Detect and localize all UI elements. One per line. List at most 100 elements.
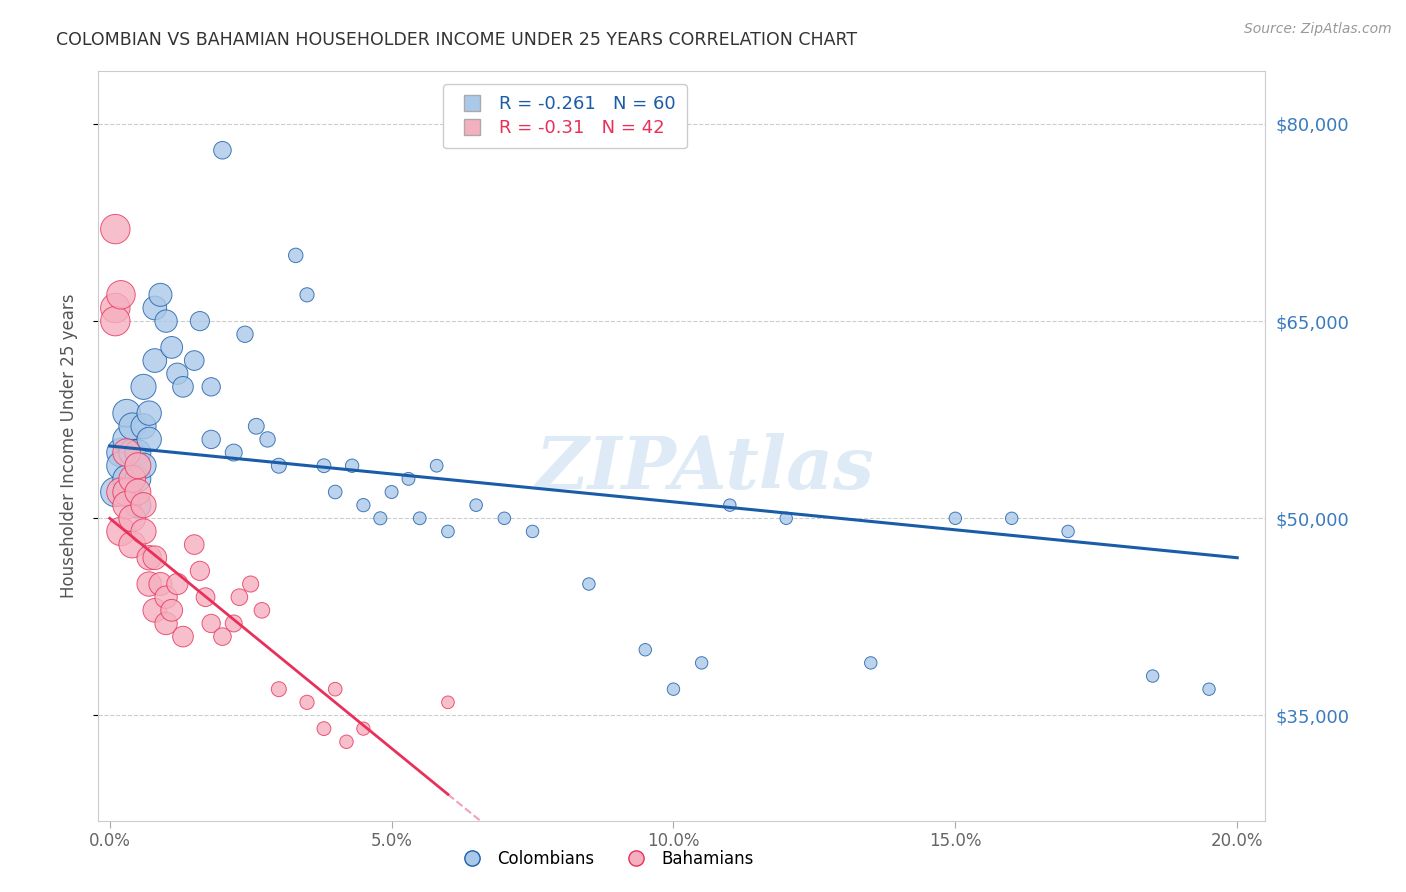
Point <box>943 511 966 525</box>
Point <box>1198 682 1220 697</box>
Point <box>121 511 143 525</box>
Legend: R = -0.261   N = 60, R = -0.31   N = 42: R = -0.261 N = 60, R = -0.31 N = 42 <box>443 84 688 148</box>
Point <box>104 222 127 236</box>
Point <box>183 538 205 552</box>
Point <box>115 485 138 500</box>
Point <box>110 524 132 539</box>
Point <box>634 642 657 657</box>
Point <box>138 433 160 447</box>
Point <box>104 314 127 328</box>
Point <box>172 630 194 644</box>
Point <box>662 682 685 697</box>
Point <box>166 577 188 591</box>
Point <box>522 524 544 539</box>
Text: COLOMBIAN VS BAHAMIAN HOUSEHOLDER INCOME UNDER 25 YEARS CORRELATION CHART: COLOMBIAN VS BAHAMIAN HOUSEHOLDER INCOME… <box>56 31 858 49</box>
Point <box>426 458 449 473</box>
Point <box>312 458 335 473</box>
Point <box>239 577 262 591</box>
Point <box>194 590 217 604</box>
Point <box>267 682 290 697</box>
Point <box>121 472 143 486</box>
Point <box>138 550 160 565</box>
Point <box>200 616 222 631</box>
Point <box>160 603 183 617</box>
Point <box>143 550 166 565</box>
Point <box>183 353 205 368</box>
Point <box>155 616 177 631</box>
Point <box>256 433 278 447</box>
Point <box>465 498 488 512</box>
Point <box>250 603 273 617</box>
Point <box>132 419 155 434</box>
Point <box>352 722 374 736</box>
Point <box>295 288 318 302</box>
Point <box>245 419 267 434</box>
Point <box>1001 511 1024 525</box>
Point <box>437 695 460 709</box>
Text: Source: ZipAtlas.com: Source: ZipAtlas.com <box>1244 22 1392 37</box>
Point <box>690 656 713 670</box>
Y-axis label: Householder Income Under 25 years: Householder Income Under 25 years <box>59 293 77 599</box>
Point <box>323 682 346 697</box>
Legend: Colombians, Bahamians: Colombians, Bahamians <box>449 844 761 875</box>
Point <box>110 288 132 302</box>
Point <box>110 485 132 500</box>
Point <box>149 577 172 591</box>
Point <box>211 630 233 644</box>
Point <box>121 538 143 552</box>
Point <box>222 616 245 631</box>
Point <box>115 406 138 420</box>
Point <box>222 445 245 459</box>
Point <box>104 301 127 315</box>
Point <box>143 353 166 368</box>
Point <box>295 695 318 709</box>
Point <box>149 288 172 302</box>
Point <box>312 722 335 736</box>
Point <box>110 458 132 473</box>
Point <box>110 445 132 459</box>
Point <box>211 143 233 157</box>
Point <box>233 327 256 342</box>
Point <box>143 603 166 617</box>
Point <box>409 511 432 525</box>
Point <box>1142 669 1164 683</box>
Point <box>335 735 357 749</box>
Point <box>138 406 160 420</box>
Point <box>775 511 797 525</box>
Point <box>155 590 177 604</box>
Point <box>115 498 138 512</box>
Point <box>368 511 391 525</box>
Point <box>188 564 211 578</box>
Point <box>104 485 127 500</box>
Point <box>284 248 307 262</box>
Point <box>115 472 138 486</box>
Point <box>188 314 211 328</box>
Point <box>155 314 177 328</box>
Point <box>352 498 374 512</box>
Point <box>127 472 149 486</box>
Point <box>121 445 143 459</box>
Point <box>132 524 155 539</box>
Point <box>121 419 143 434</box>
Point <box>718 498 741 512</box>
Point <box>115 445 138 459</box>
Point <box>166 367 188 381</box>
Point <box>127 458 149 473</box>
Point <box>340 458 363 473</box>
Point <box>494 511 516 525</box>
Point <box>323 485 346 500</box>
Point <box>132 498 155 512</box>
Point <box>578 577 600 591</box>
Point <box>127 498 149 512</box>
Point <box>267 458 290 473</box>
Point <box>1057 524 1080 539</box>
Point <box>115 433 138 447</box>
Point <box>228 590 250 604</box>
Point <box>160 340 183 354</box>
Point <box>381 485 404 500</box>
Point <box>138 577 160 591</box>
Point <box>132 380 155 394</box>
Point <box>437 524 460 539</box>
Text: ZIPAtlas: ZIPAtlas <box>536 433 875 504</box>
Point <box>143 301 166 315</box>
